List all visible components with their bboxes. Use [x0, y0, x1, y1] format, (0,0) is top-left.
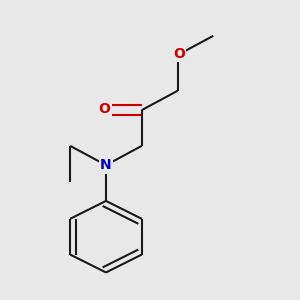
- Text: O: O: [99, 102, 110, 116]
- Text: O: O: [173, 47, 185, 61]
- Text: N: N: [100, 158, 112, 172]
